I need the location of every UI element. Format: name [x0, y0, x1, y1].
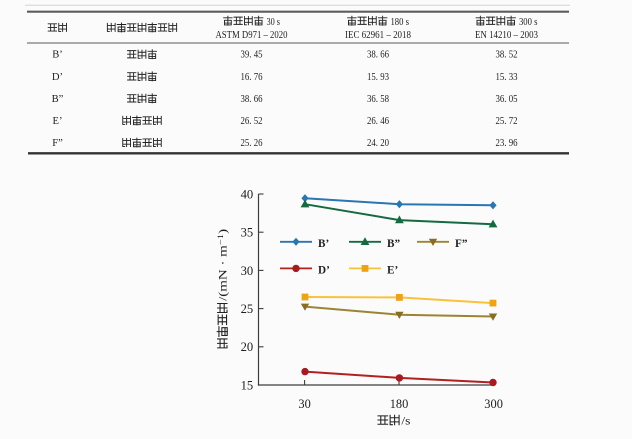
- svg-text:38. 66: 38. 66: [367, 50, 389, 61]
- svg-text:300: 300: [484, 397, 503, 411]
- svg-text:16. 76: 16. 76: [241, 72, 263, 83]
- svg-text:36. 05: 36. 05: [496, 94, 518, 105]
- svg-text:B’: B’: [318, 238, 329, 250]
- svg-text:26. 52: 26. 52: [241, 116, 263, 127]
- svg-text:30: 30: [241, 264, 254, 278]
- svg-text:20: 20: [241, 340, 254, 354]
- svg-text:E’: E’: [387, 265, 398, 277]
- svg-text:30 s: 30 s: [266, 17, 280, 28]
- svg-text:30: 30: [298, 397, 310, 411]
- svg-text:F”: F”: [455, 238, 468, 250]
- svg-text:180 s: 180 s: [390, 17, 409, 28]
- svg-text:IEC 62961 – 2018: IEC 62961 – 2018: [345, 30, 411, 41]
- svg-text:E’: E’: [53, 116, 63, 127]
- svg-text:38. 52: 38. 52: [496, 50, 518, 61]
- svg-text:40: 40: [241, 187, 254, 201]
- svg-text:15: 15: [241, 378, 254, 392]
- svg-text:B”: B”: [52, 94, 64, 105]
- svg-text:39. 45: 39. 45: [241, 50, 263, 61]
- svg-text:F”: F”: [52, 138, 63, 149]
- svg-text:ASTM D971 – 2020: ASTM D971 – 2020: [216, 30, 288, 41]
- svg-text:36. 58: 36. 58: [367, 94, 389, 105]
- svg-text:EN 14210 – 2003: EN 14210 – 2003: [475, 30, 538, 41]
- svg-text:D’: D’: [52, 72, 63, 83]
- svg-text:25: 25: [241, 302, 254, 316]
- svg-text:300 s: 300 s: [519, 17, 538, 28]
- svg-text:B’: B’: [52, 50, 63, 61]
- svg-text:24. 20: 24. 20: [367, 138, 389, 149]
- svg-text:35: 35: [241, 226, 254, 240]
- svg-text:B”: B”: [387, 238, 400, 250]
- svg-text:/(mN · m−1): /(mN · m−1): [215, 229, 229, 301]
- svg-text:25. 72: 25. 72: [496, 116, 518, 127]
- svg-text:26. 46: 26. 46: [367, 116, 389, 127]
- svg-text:D’: D’: [318, 265, 330, 277]
- svg-text:38. 66: 38. 66: [241, 94, 263, 105]
- svg-text:25. 26: 25. 26: [241, 138, 263, 149]
- svg-text:15. 93: 15. 93: [367, 72, 389, 83]
- svg-text:23. 96: 23. 96: [496, 138, 518, 149]
- svg-text:15. 33: 15. 33: [496, 72, 518, 83]
- svg-text:/s: /s: [401, 413, 410, 427]
- svg-text:180: 180: [390, 397, 409, 411]
